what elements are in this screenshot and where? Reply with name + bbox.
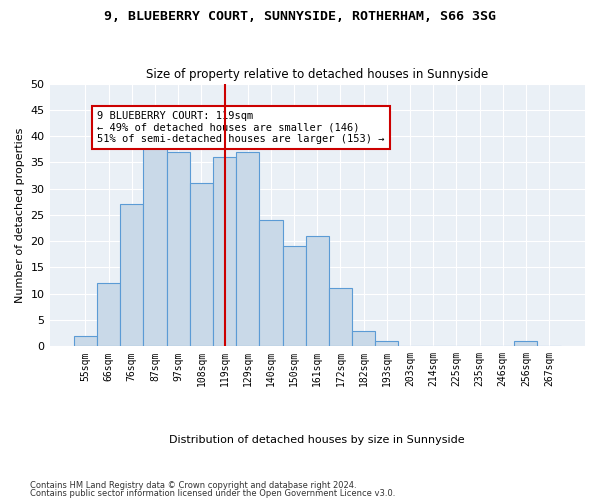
Text: Contains HM Land Registry data © Crown copyright and database right 2024.: Contains HM Land Registry data © Crown c… [30, 480, 356, 490]
Bar [514, 341, 538, 346]
Bar [120, 204, 143, 346]
Bar [352, 330, 375, 346]
Bar [167, 152, 190, 346]
Bar [375, 341, 398, 346]
Text: 9, BLUEBERRY COURT, SUNNYSIDE, ROTHERHAM, S66 3SG: 9, BLUEBERRY COURT, SUNNYSIDE, ROTHERHAM… [104, 10, 496, 23]
Bar [74, 336, 97, 346]
X-axis label: Distribution of detached houses by size in Sunnyside: Distribution of detached houses by size … [169, 435, 465, 445]
Bar [97, 283, 120, 346]
Y-axis label: Number of detached properties: Number of detached properties [15, 127, 25, 302]
Bar [190, 184, 213, 346]
Text: Contains public sector information licensed under the Open Government Licence v3: Contains public sector information licen… [30, 489, 395, 498]
Title: Size of property relative to detached houses in Sunnyside: Size of property relative to detached ho… [146, 68, 488, 81]
Bar [283, 246, 305, 346]
Bar [259, 220, 283, 346]
Bar [236, 152, 259, 346]
Bar [213, 157, 236, 346]
Bar [329, 288, 352, 346]
Bar [305, 236, 329, 346]
Bar [143, 136, 167, 346]
Text: 9 BLUEBERRY COURT: 119sqm
← 49% of detached houses are smaller (146)
51% of semi: 9 BLUEBERRY COURT: 119sqm ← 49% of detac… [97, 111, 385, 144]
